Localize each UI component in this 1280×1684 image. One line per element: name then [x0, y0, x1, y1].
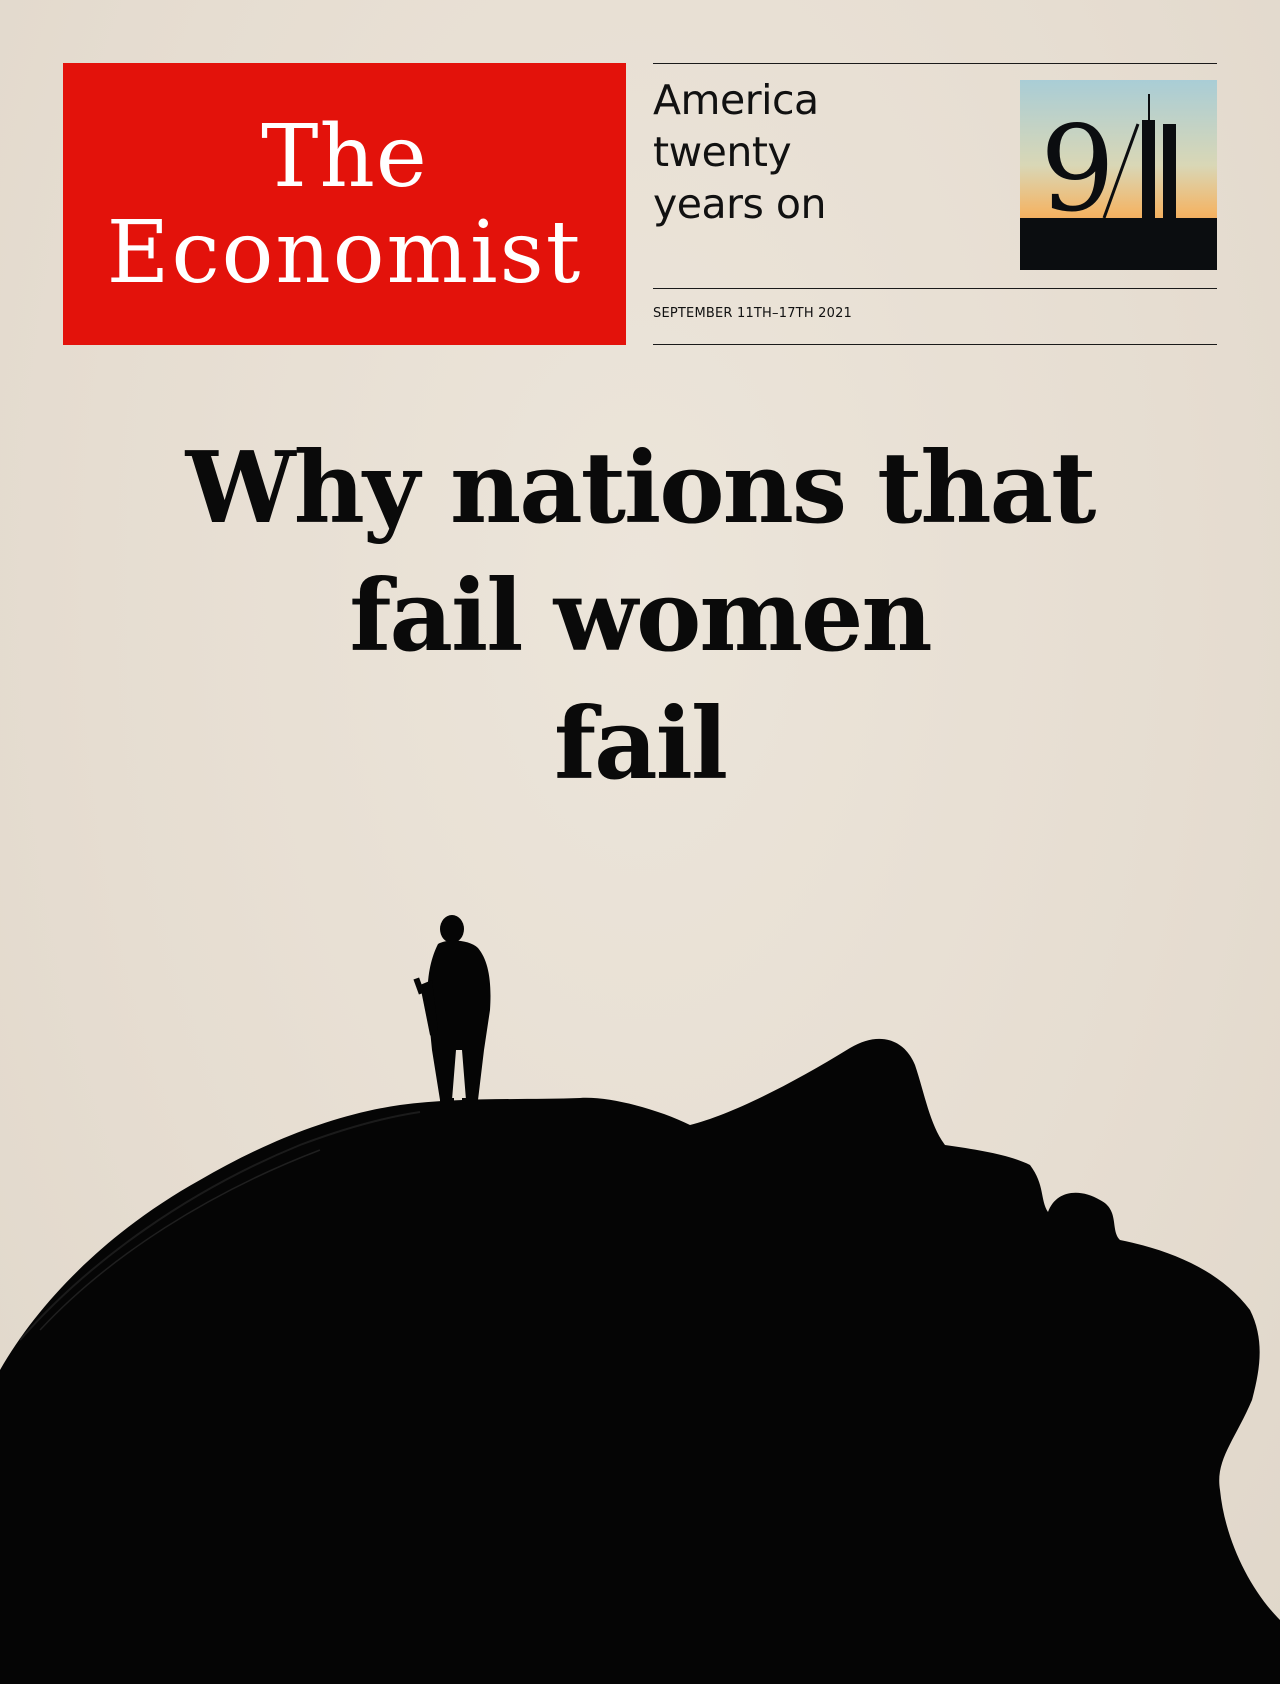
masthead-line-2: Economist	[106, 203, 583, 303]
tower-right	[1163, 124, 1176, 220]
cover-headline: Why nations that fail women fail	[0, 425, 1280, 809]
cover-tagline: America twenty years on	[653, 74, 953, 230]
header-rule-top	[653, 63, 1217, 64]
nine-eleven-badge-art: 9	[1020, 80, 1217, 270]
tagline-line-2: twenty	[653, 128, 792, 176]
headline-line-2: fail women	[349, 559, 932, 674]
issue-date: SEPTEMBER 11TH–17TH 2021	[653, 306, 853, 321]
head-silhouette	[0, 1038, 1280, 1684]
headline-line-3: fail	[553, 687, 728, 802]
nine-eleven-badge: 9	[1020, 80, 1217, 270]
cover-illustration	[0, 915, 1280, 1684]
tagline-line-1: America	[653, 76, 819, 124]
soldier-silhouette	[413, 915, 491, 1110]
tower-left	[1142, 120, 1155, 220]
header-rule-middle	[653, 288, 1217, 289]
badge-nine-glyph: 9	[1040, 100, 1115, 238]
header-rule-bottom	[653, 344, 1217, 345]
masthead-logo: The Economist	[63, 63, 626, 345]
headline-line-1: Why nations that	[185, 431, 1097, 546]
masthead-line-1: The	[261, 107, 428, 207]
tagline-line-3: years on	[653, 180, 826, 228]
